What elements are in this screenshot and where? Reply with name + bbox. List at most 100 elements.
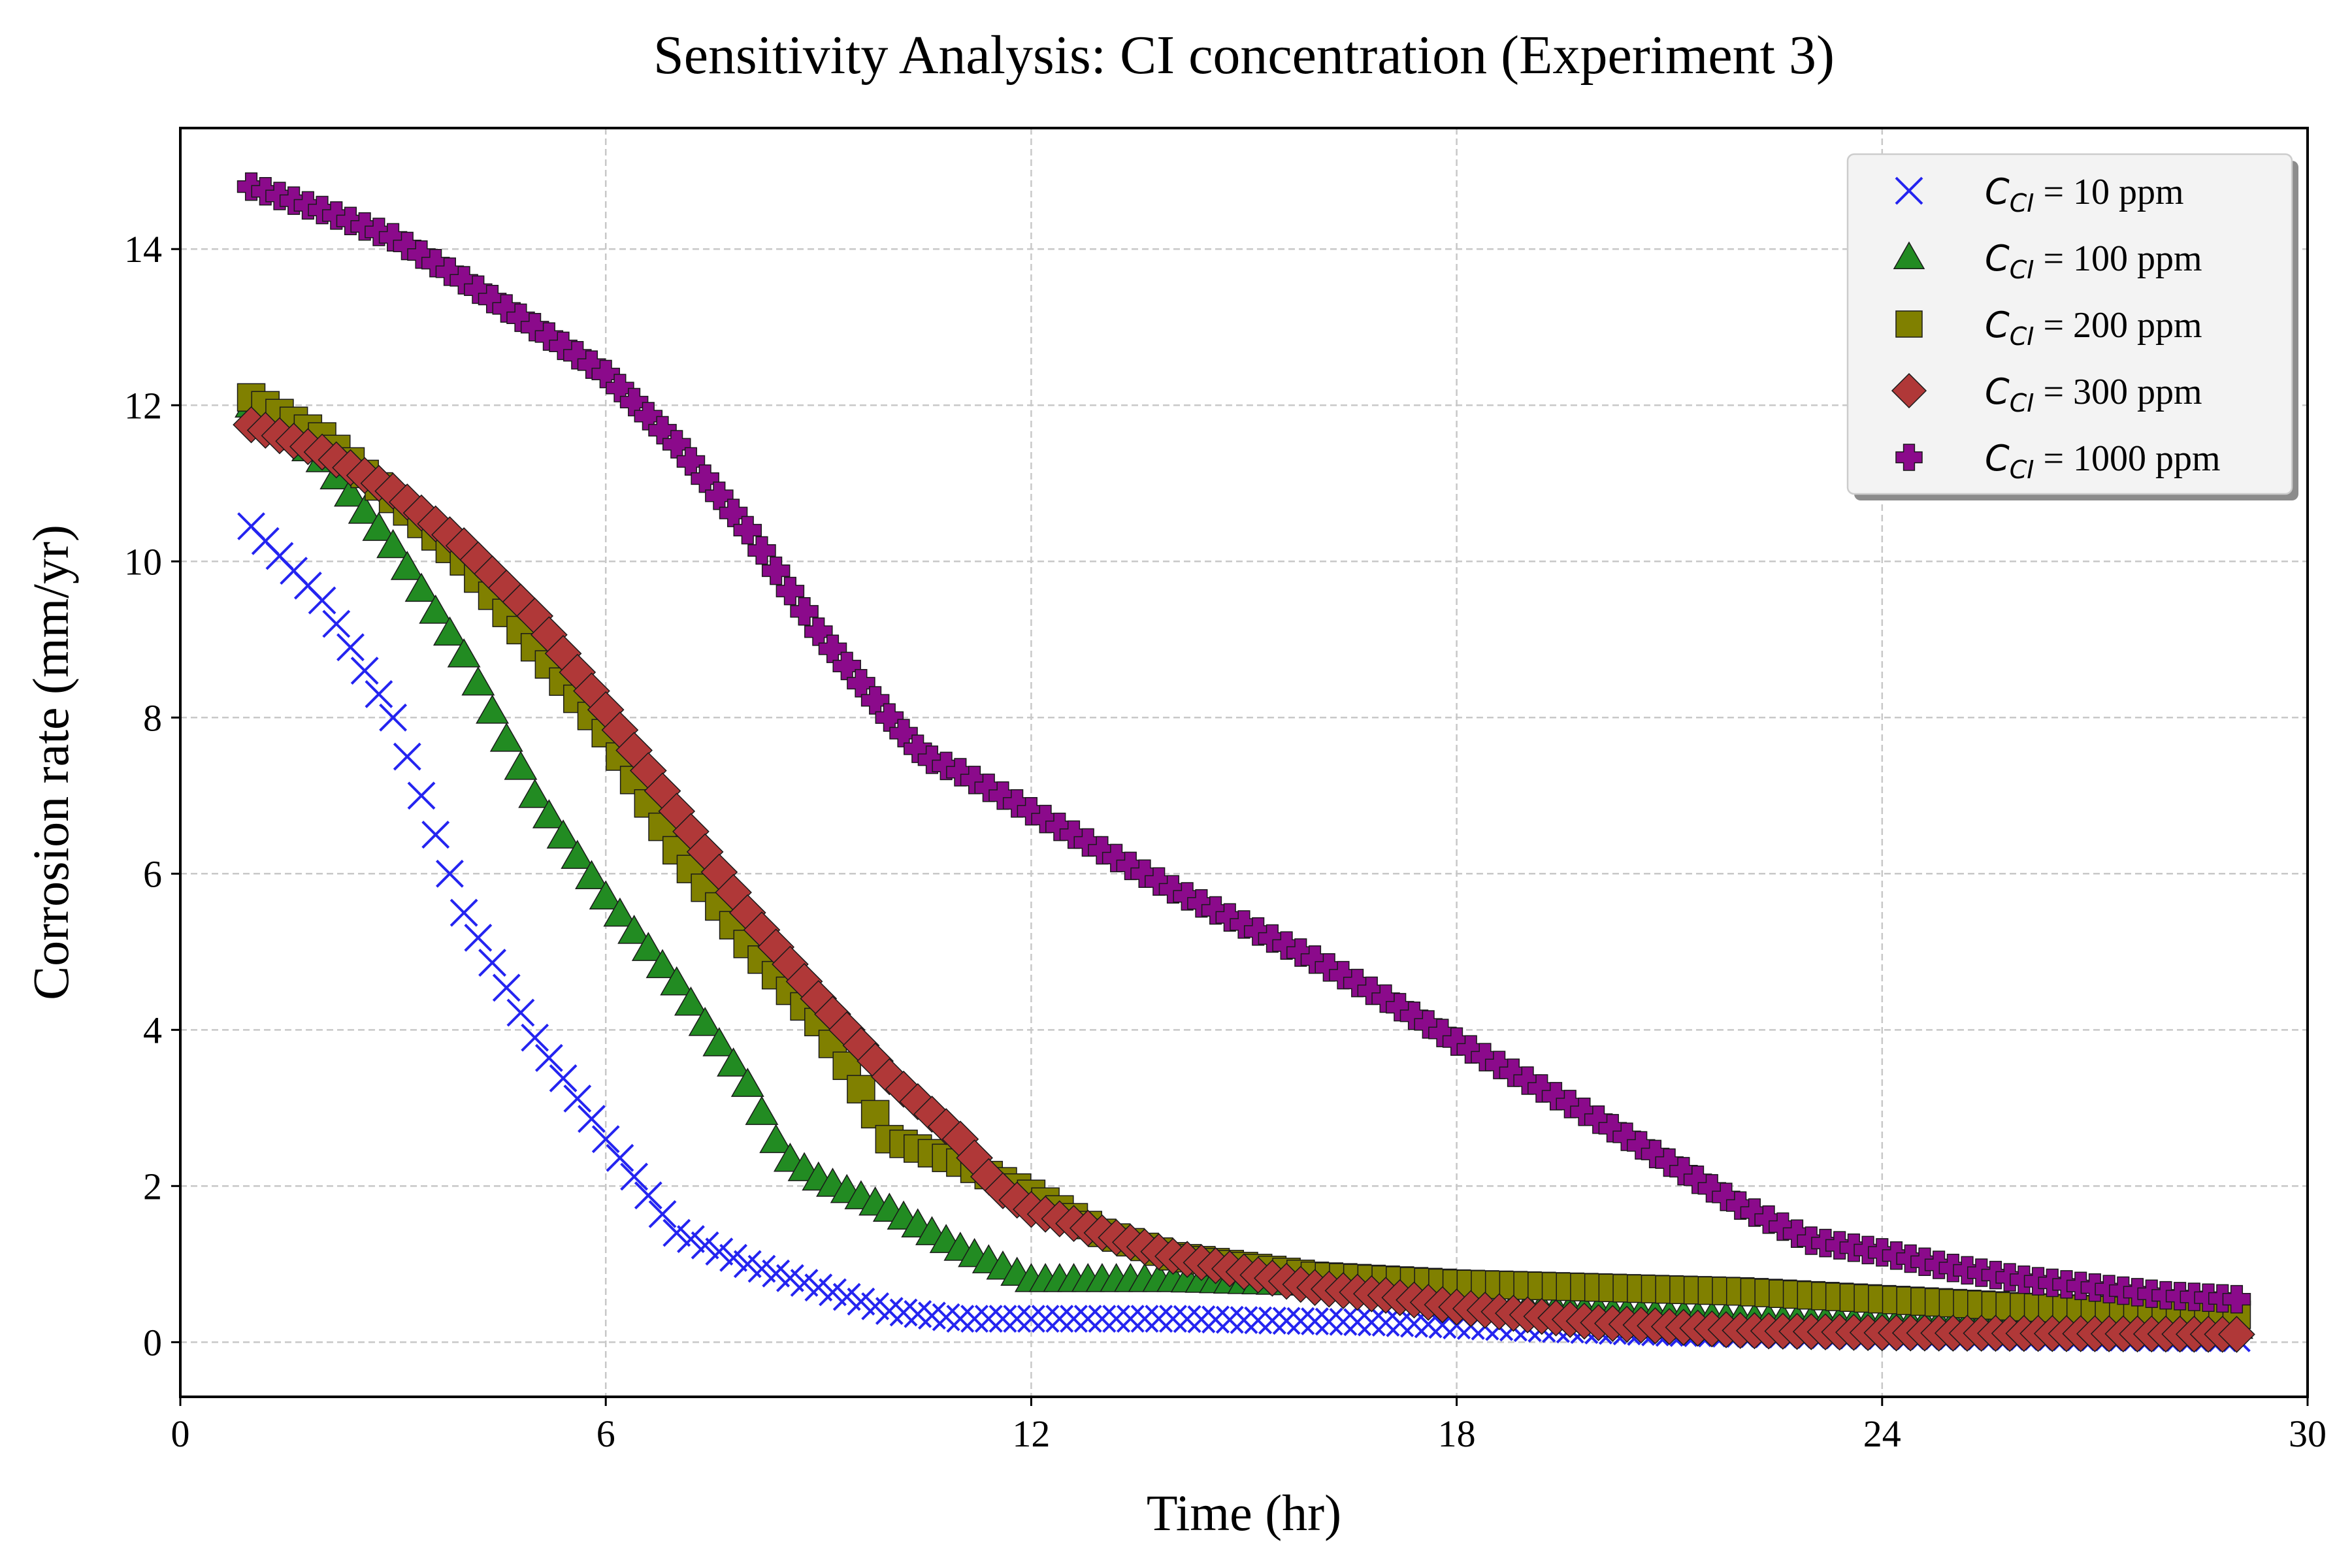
data-point [1230, 1306, 1258, 1334]
chart-title: Sensitivity Analysis: CI concentration (… [653, 25, 1835, 86]
data-point [492, 973, 521, 1002]
marker-stroke [889, 1298, 918, 1327]
data-point [379, 703, 408, 732]
data-point [660, 966, 694, 996]
data-point [1045, 1305, 1074, 1333]
marker-stroke [974, 1305, 1003, 1333]
data-point [461, 666, 495, 696]
data-point [1130, 1305, 1159, 1333]
marker-stroke [591, 1125, 620, 1154]
data-point [336, 633, 365, 662]
x-tick-label: 6 [596, 1413, 615, 1455]
marker-stroke [832, 1282, 861, 1311]
y-axis-label: Corrosion rate (mm/yr) [22, 525, 79, 1000]
series-4 [237, 172, 2251, 1314]
data-point [478, 949, 506, 977]
data-point [407, 781, 436, 810]
marker-stroke [747, 1254, 776, 1283]
marker-stroke [1343, 1308, 1372, 1337]
data-point [1088, 1305, 1117, 1333]
data-point [1215, 903, 1245, 932]
marker-stroke [1230, 1306, 1258, 1334]
data-point [322, 610, 351, 638]
marker-stroke [762, 1259, 791, 1288]
data-point [705, 1237, 734, 1266]
marker-stroke [634, 1181, 662, 1210]
data-point [1145, 1305, 1173, 1333]
data-point [1187, 889, 1216, 918]
marker-stroke [506, 998, 535, 1027]
data-point [1187, 1305, 1216, 1333]
data-point [2218, 1316, 2255, 1353]
marker-stroke [662, 1218, 691, 1247]
marker-stroke [819, 1278, 847, 1307]
data-point [620, 1162, 649, 1191]
legend-marker [1891, 372, 1927, 409]
data-point [504, 751, 538, 780]
marker-stroke [1145, 1305, 1173, 1333]
marker-stroke [861, 1292, 890, 1320]
data-point [1244, 1306, 1273, 1335]
marker-stroke [1003, 1305, 1032, 1333]
data-point [747, 536, 776, 565]
data-point [476, 694, 509, 724]
data-point [350, 657, 379, 685]
data-point [1159, 1305, 1187, 1333]
data-point [790, 597, 819, 626]
data-point [1740, 1198, 1769, 1227]
marker-stroke [436, 859, 464, 888]
x-tick-label: 30 [2289, 1413, 2327, 1455]
data-point [390, 551, 424, 580]
data-point [518, 779, 552, 808]
data-point [1782, 1219, 1812, 1248]
marker-stroke [1031, 1305, 1060, 1333]
data-point [436, 859, 464, 888]
marker-stroke [1060, 1305, 1088, 1333]
marker-stroke [1201, 1305, 1230, 1334]
marker-stroke [1301, 1307, 1329, 1335]
data-point [1386, 1309, 1414, 1337]
data-point [534, 1043, 563, 1072]
marker-stroke [521, 1023, 549, 1052]
marker-stroke [875, 1297, 904, 1325]
marker-stroke [1329, 1307, 1358, 1336]
marker-stroke [918, 1301, 946, 1330]
data-point [449, 898, 478, 927]
x-axis-label: Time (hr) [1147, 1484, 1341, 1541]
legend-label: CCI = 300 ppm [1985, 371, 2202, 417]
legend-box [1846, 153, 2293, 495]
data-point [717, 1047, 751, 1077]
data-point [1286, 938, 1315, 967]
marker-stroke [847, 1287, 875, 1316]
x-tick-label: 12 [1012, 1413, 1050, 1455]
marker-stroke [280, 557, 308, 585]
data-point [575, 860, 608, 889]
marker-stroke [421, 821, 450, 849]
marker-stroke [534, 1043, 563, 1072]
data-point [719, 1243, 747, 1272]
data-point [464, 923, 493, 952]
data-point [362, 512, 396, 541]
marker-stroke [1244, 1306, 1273, 1335]
data-point [308, 586, 336, 615]
marker-stroke [1173, 1305, 1201, 1333]
series-3 [233, 406, 2255, 1353]
marker-stroke [904, 1299, 932, 1328]
legend-marker [1895, 310, 1923, 338]
legend: CCI = 10 ppm CCI = 100 ppm CCI = 200 ppm CC… [1846, 153, 2298, 500]
data-point [1003, 1305, 1032, 1333]
marker-stroke [719, 1243, 747, 1272]
data-point [1286, 1307, 1315, 1335]
data-point [365, 680, 393, 708]
data-point [1201, 1305, 1230, 1334]
data-point [1173, 882, 1201, 911]
marker-stroke [733, 1250, 762, 1279]
marker-stroke [1357, 1308, 1386, 1337]
data-point [419, 595, 453, 624]
marker-stroke [1315, 1307, 1343, 1336]
marker-stroke [1130, 1305, 1159, 1333]
data-point [1031, 1305, 1060, 1333]
marker-stroke [1017, 1305, 1045, 1333]
